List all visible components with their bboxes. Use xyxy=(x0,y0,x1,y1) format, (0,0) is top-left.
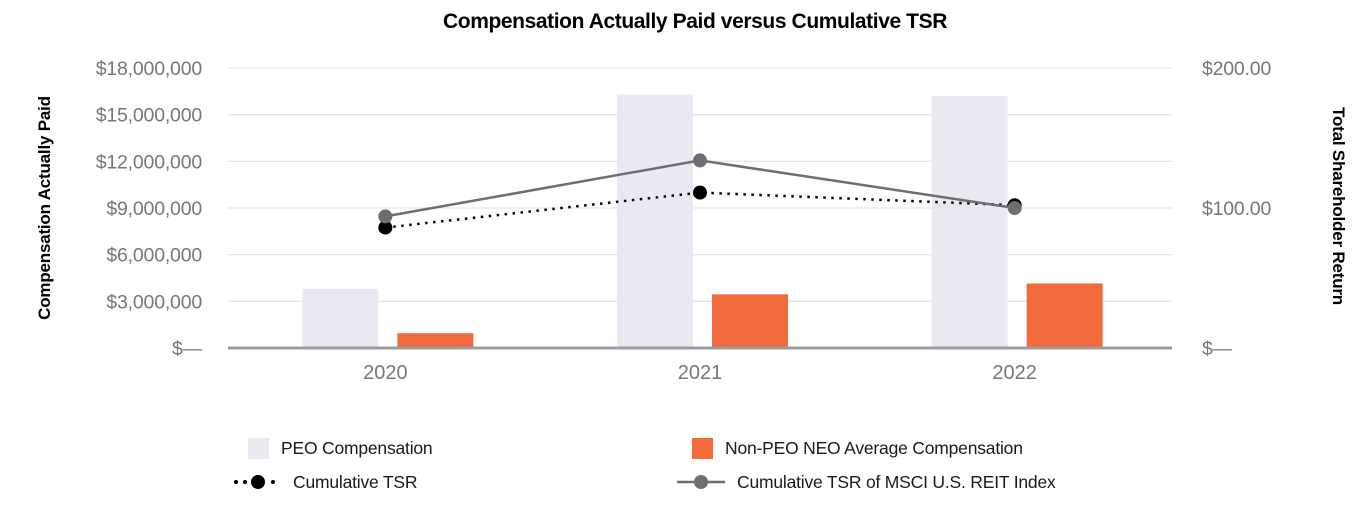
left-tick-label: $9,000,000 xyxy=(106,198,202,220)
legend-item-peo-compensation: PEO Compensation xyxy=(248,437,692,459)
left-tick-label: $12,000,000 xyxy=(96,151,203,173)
right-tick-label: $200.00 xyxy=(1202,58,1271,80)
point-cumulative-tsr-2020 xyxy=(378,220,393,235)
chart-legend: PEO Compensation Non-PEO NEO Average Com… xyxy=(234,431,1056,499)
legend-label-cumulative-tsr: Cumulative TSR xyxy=(293,471,418,492)
bar-non-peo-neo-2020 xyxy=(397,333,474,348)
left-axis-tick-labels: $18,000,000 $15,000,000 $12,000,000 $9,000,… xyxy=(96,58,203,360)
bar-non-peo-neo-2022 xyxy=(1026,283,1103,348)
bar-peo-2020 xyxy=(302,288,379,348)
legend-row: Cumulative TSR Cumulative TSR of MSCI U.… xyxy=(234,465,1056,499)
msci-reit-index-marker-icon xyxy=(677,475,725,489)
legend-item-msci-reit-index: Cumulative TSR of MSCI U.S. REIT Index xyxy=(677,471,1056,493)
line-series xyxy=(378,153,1022,235)
right-tick-label: $100.00 xyxy=(1202,198,1271,220)
left-axis-title: Compensation Actually Paid xyxy=(35,96,54,320)
right-tick-label: $— xyxy=(1202,338,1233,360)
left-tick-label: $3,000,000 xyxy=(106,291,202,313)
non-peo-neo-swatch-icon xyxy=(692,437,713,459)
chart-title: Compensation Actually Paid versus Cumula… xyxy=(443,10,947,33)
x-axis-label-2021: 2021 xyxy=(678,362,723,384)
point-msci-reit-index-2021 xyxy=(693,153,707,168)
legend-label-peo-compensation: PEO Compensation xyxy=(281,437,433,458)
right-axis-title: Total Shareholder Return xyxy=(1329,107,1348,305)
x-axis-labels: 2020 2021 2022 xyxy=(363,362,1037,384)
x-axis-label-2020: 2020 xyxy=(363,362,408,384)
legend-item-non-peo-neo: Non-PEO NEO Average Compensation xyxy=(692,437,1023,459)
right-axis-tick-labels: $200.00 $100.00 $— xyxy=(1202,58,1272,360)
x-axis-label-2022: 2022 xyxy=(992,362,1037,384)
point-msci-reit-index-2022 xyxy=(1007,201,1022,215)
gridlines xyxy=(228,67,1172,302)
line-cumulative-tsr xyxy=(385,191,1015,229)
legend-row: PEO Compensation Non-PEO NEO Average Com… xyxy=(248,431,1056,465)
left-tick-label: $6,000,000 xyxy=(106,245,202,267)
point-cumulative-tsr-2021 xyxy=(693,185,707,200)
legend-label-non-peo-neo: Non-PEO NEO Average Compensation xyxy=(725,437,1023,458)
peo-compensation-swatch-icon xyxy=(248,437,269,459)
left-tick-label: $— xyxy=(172,338,203,360)
bar-series xyxy=(302,94,1103,348)
bar-peo-2022 xyxy=(931,96,1008,348)
cumulative-tsr-marker-icon xyxy=(234,475,275,489)
bar-peo-2021 xyxy=(617,94,693,348)
left-tick-label: $18,000,000 xyxy=(96,58,203,80)
legend-label-msci-reit-index: Cumulative TSR of MSCI U.S. REIT Index xyxy=(737,471,1056,492)
bar-non-peo-neo-2021 xyxy=(712,294,788,348)
point-msci-reit-index-2020 xyxy=(378,209,393,224)
legend-item-cumulative-tsr: Cumulative TSR xyxy=(234,471,692,493)
left-tick-label: $15,000,000 xyxy=(96,105,203,127)
